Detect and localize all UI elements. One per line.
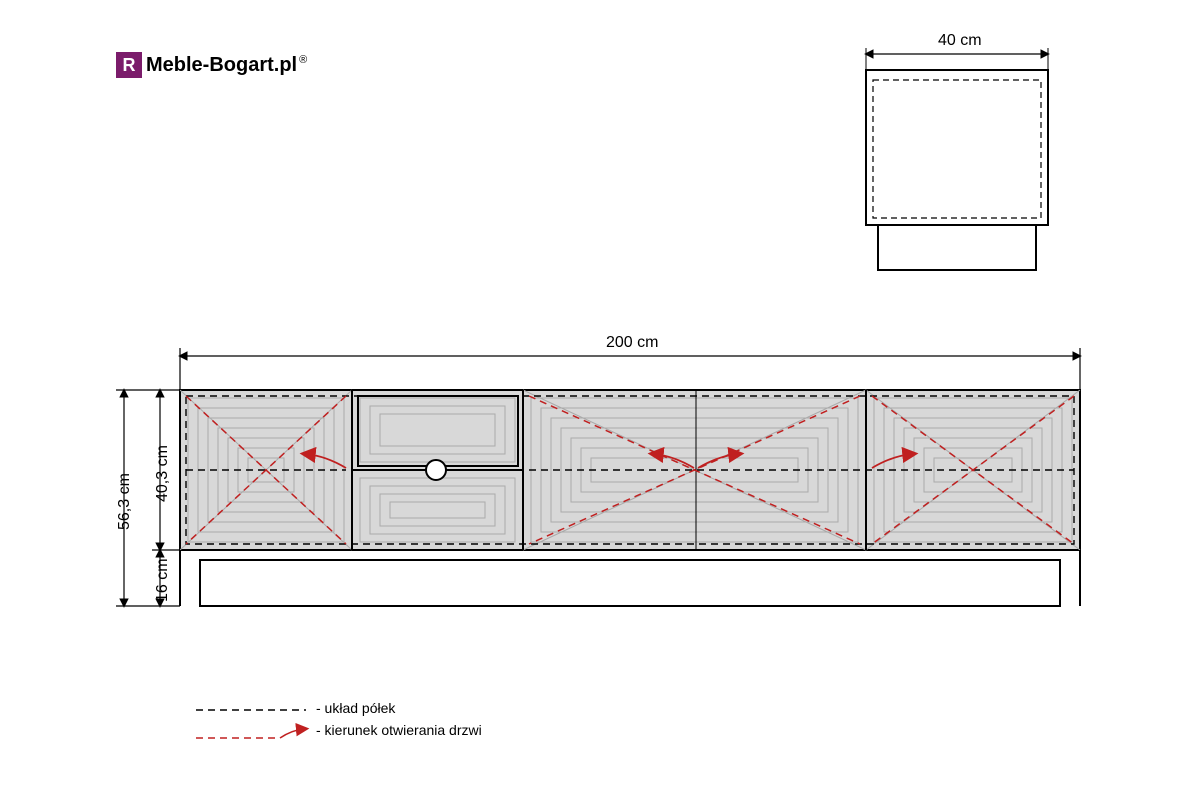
front-view [180, 390, 1080, 606]
legend-door: - kierunek otwierania drzwi [196, 722, 482, 738]
legend: - układ półek - kierunek otwierania drzw… [196, 700, 482, 744]
dim-height-leg: 16 cm [154, 558, 172, 602]
dim-height-body: 40,3 cm [154, 445, 172, 502]
dim-height-total: 56,3 cm [116, 473, 134, 530]
legend-door-label: - kierunek otwierania drzwi [316, 722, 482, 738]
legend-shelves-label: - układ półek [316, 700, 395, 716]
dim-width: 200 cm [606, 334, 658, 352]
technical-drawing [0, 0, 1190, 794]
side-view [866, 48, 1048, 270]
dim-depth: 40 cm [938, 32, 982, 50]
legend-shelves: - układ półek [196, 700, 482, 716]
diagram-canvas: R Meble-Bogart.pl® [0, 0, 1190, 794]
